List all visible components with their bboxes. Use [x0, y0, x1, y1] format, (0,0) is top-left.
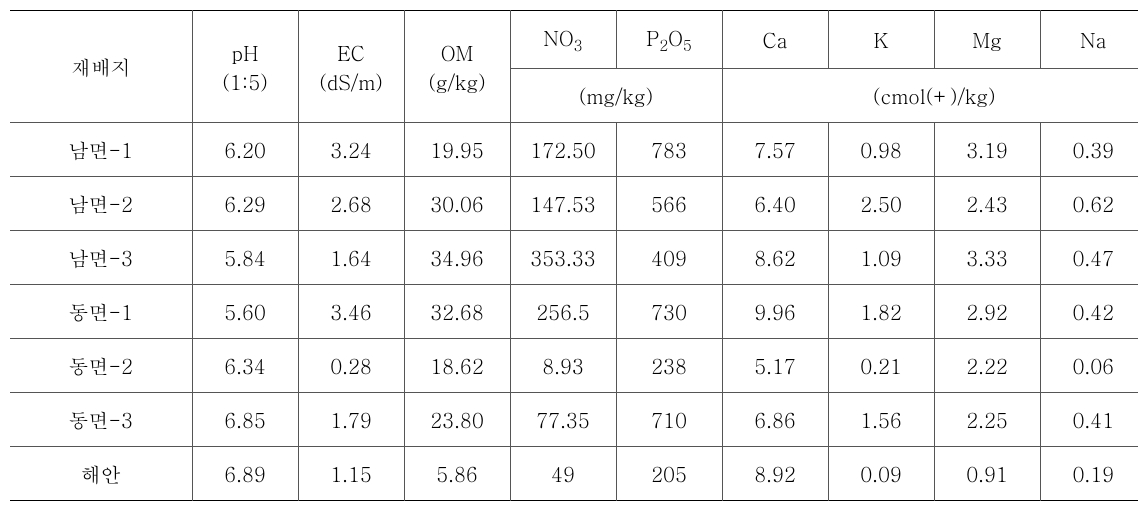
cell-ec: 2.68: [298, 177, 404, 231]
cell-mg: 2.25: [934, 393, 1040, 447]
header-mg: Mg: [934, 11, 1040, 69]
header-ec-label: EC: [337, 38, 365, 67]
header-na: Na: [1040, 11, 1138, 69]
cell-no3: 77.35: [510, 393, 616, 447]
header-om: OM (g/kg): [404, 11, 510, 123]
cell-ph: 5.84: [192, 231, 298, 285]
cell-na: 0.47: [1040, 231, 1138, 285]
cell-ec: 3.24: [298, 123, 404, 177]
cell-k: 1.82: [828, 285, 934, 339]
cell-ph: 6.29: [192, 177, 298, 231]
table-row: 남면-2 6.29 2.68 30.06 147.53 566 6.40 2.5…: [10, 177, 1138, 231]
header-ec: EC (dS/m): [298, 11, 404, 123]
cell-no3: 353.33: [510, 231, 616, 285]
cell-p2o5: 566: [616, 177, 722, 231]
cell-p2o5: 730: [616, 285, 722, 339]
cell-ph: 6.89: [192, 447, 298, 501]
cell-p2o5: 238: [616, 339, 722, 393]
header-ph-label: pH: [232, 38, 259, 67]
cell-ca: 7.57: [722, 123, 828, 177]
cell-na: 0.41: [1040, 393, 1138, 447]
cell-om: 5.86: [404, 447, 510, 501]
cell-mg: 2.92: [934, 285, 1040, 339]
cell-site: 남면-1: [10, 123, 192, 177]
cell-no3: 8.93: [510, 339, 616, 393]
cell-om: 30.06: [404, 177, 510, 231]
cell-mg: 2.22: [934, 339, 1040, 393]
cell-om: 18.62: [404, 339, 510, 393]
cell-k: 2.50: [828, 177, 934, 231]
header-no3: NO3: [510, 11, 616, 69]
header-site: 재배지: [10, 11, 192, 123]
header-k: K: [828, 11, 934, 69]
header-ca: Ca: [722, 11, 828, 69]
cell-k: 0.98: [828, 123, 934, 177]
header-ph-unit: (1:5): [222, 67, 268, 96]
cell-p2o5: 710: [616, 393, 722, 447]
header-cmol-unit: (cmol(+)/kg): [722, 69, 1138, 123]
cell-na: 0.62: [1040, 177, 1138, 231]
cell-ca: 8.62: [722, 231, 828, 285]
cell-site: 동면-3: [10, 393, 192, 447]
cell-k: 1.09: [828, 231, 934, 285]
cell-p2o5: 783: [616, 123, 722, 177]
cell-na: 0.39: [1040, 123, 1138, 177]
cell-site: 동면-1: [10, 285, 192, 339]
cell-na: 0.06: [1040, 339, 1138, 393]
cell-ec: 3.46: [298, 285, 404, 339]
cell-site: 해안: [10, 447, 192, 501]
cell-na: 0.42: [1040, 285, 1138, 339]
cell-ec: 0.28: [298, 339, 404, 393]
cell-no3: 49: [510, 447, 616, 501]
cell-ca: 6.86: [722, 393, 828, 447]
cell-site: 남면-3: [10, 231, 192, 285]
cell-ca: 8.92: [722, 447, 828, 501]
cell-k: 1.56: [828, 393, 934, 447]
cell-ec: 1.79: [298, 393, 404, 447]
cell-ec: 1.64: [298, 231, 404, 285]
table-body: 남면-1 6.20 3.24 19.95 172.50 783 7.57 0.9…: [10, 123, 1138, 501]
cell-site: 남면-2: [10, 177, 192, 231]
cell-site: 동면-2: [10, 339, 192, 393]
cell-om: 19.95: [404, 123, 510, 177]
cell-no3: 147.53: [510, 177, 616, 231]
cell-k: 0.21: [828, 339, 934, 393]
table-row: 해안 6.89 1.15 5.86 49 205 8.92 0.09 0.91 …: [10, 447, 1138, 501]
cell-ca: 9.96: [722, 285, 828, 339]
cell-mg: 2.43: [934, 177, 1040, 231]
table-row: 남면-1 6.20 3.24 19.95 172.50 783 7.57 0.9…: [10, 123, 1138, 177]
cell-mg: 3.19: [934, 123, 1040, 177]
header-ph: pH (1:5): [192, 11, 298, 123]
cell-mg: 3.33: [934, 231, 1040, 285]
cell-na: 0.19: [1040, 447, 1138, 501]
table-row: 동면-1 5.60 3.46 32.68 256.5 730 9.96 1.82…: [10, 285, 1138, 339]
cell-k: 0.09: [828, 447, 934, 501]
cell-no3: 172.50: [510, 123, 616, 177]
cell-om: 32.68: [404, 285, 510, 339]
header-ec-unit: (dS/m): [319, 67, 383, 96]
cell-ec: 1.15: [298, 447, 404, 501]
table-row: 남면-3 5.84 1.64 34.96 353.33 409 8.62 1.0…: [10, 231, 1138, 285]
header-om-unit: (g/kg): [428, 67, 485, 96]
cell-om: 34.96: [404, 231, 510, 285]
cell-ph: 6.20: [192, 123, 298, 177]
soil-properties-table: 재배지 pH (1:5) EC (dS/m) OM (g/kg) NO3 P2O…: [10, 10, 1138, 501]
cell-ph: 5.60: [192, 285, 298, 339]
cell-ph: 6.85: [192, 393, 298, 447]
table-row: 동면-2 6.34 0.28 18.62 8.93 238 5.17 0.21 …: [10, 339, 1138, 393]
cell-ph: 6.34: [192, 339, 298, 393]
cell-om: 23.80: [404, 393, 510, 447]
cell-p2o5: 205: [616, 447, 722, 501]
cell-p2o5: 409: [616, 231, 722, 285]
cell-mg: 0.91: [934, 447, 1040, 501]
cell-ca: 6.40: [722, 177, 828, 231]
header-mgkg-unit: (mg/kg): [510, 69, 722, 123]
cell-no3: 256.5: [510, 285, 616, 339]
header-p2o5: P2O5: [616, 11, 722, 69]
table-row: 동면-3 6.85 1.79 23.80 77.35 710 6.86 1.56…: [10, 393, 1138, 447]
header-om-label: OM: [441, 38, 474, 67]
cell-ca: 5.17: [722, 339, 828, 393]
table-header: 재배지 pH (1:5) EC (dS/m) OM (g/kg) NO3 P2O…: [10, 11, 1138, 123]
